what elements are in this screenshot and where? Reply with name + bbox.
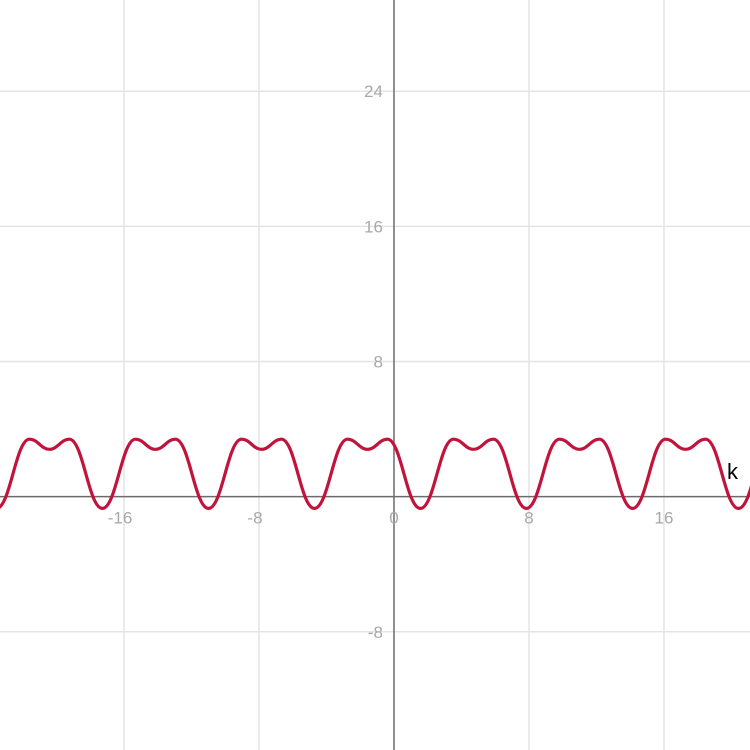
y-tick-label: 24 [364, 82, 383, 101]
y-tick-label: -8 [368, 623, 383, 642]
x-tick-label: -16 [108, 509, 133, 528]
curves [0, 437, 750, 510]
x-tick-label: 0 [389, 509, 398, 528]
x-tick-label: 16 [654, 509, 673, 528]
x-tick-label: 8 [524, 509, 533, 528]
tick-labels: -16 -8 0 8 16 24 16 8 -8 [108, 82, 674, 642]
x-tick-label: -8 [247, 509, 262, 528]
x-axis-label: k [727, 459, 739, 484]
series-curve [0, 437, 750, 510]
y-tick-label: 16 [364, 217, 383, 236]
y-tick-label: 8 [374, 352, 383, 371]
